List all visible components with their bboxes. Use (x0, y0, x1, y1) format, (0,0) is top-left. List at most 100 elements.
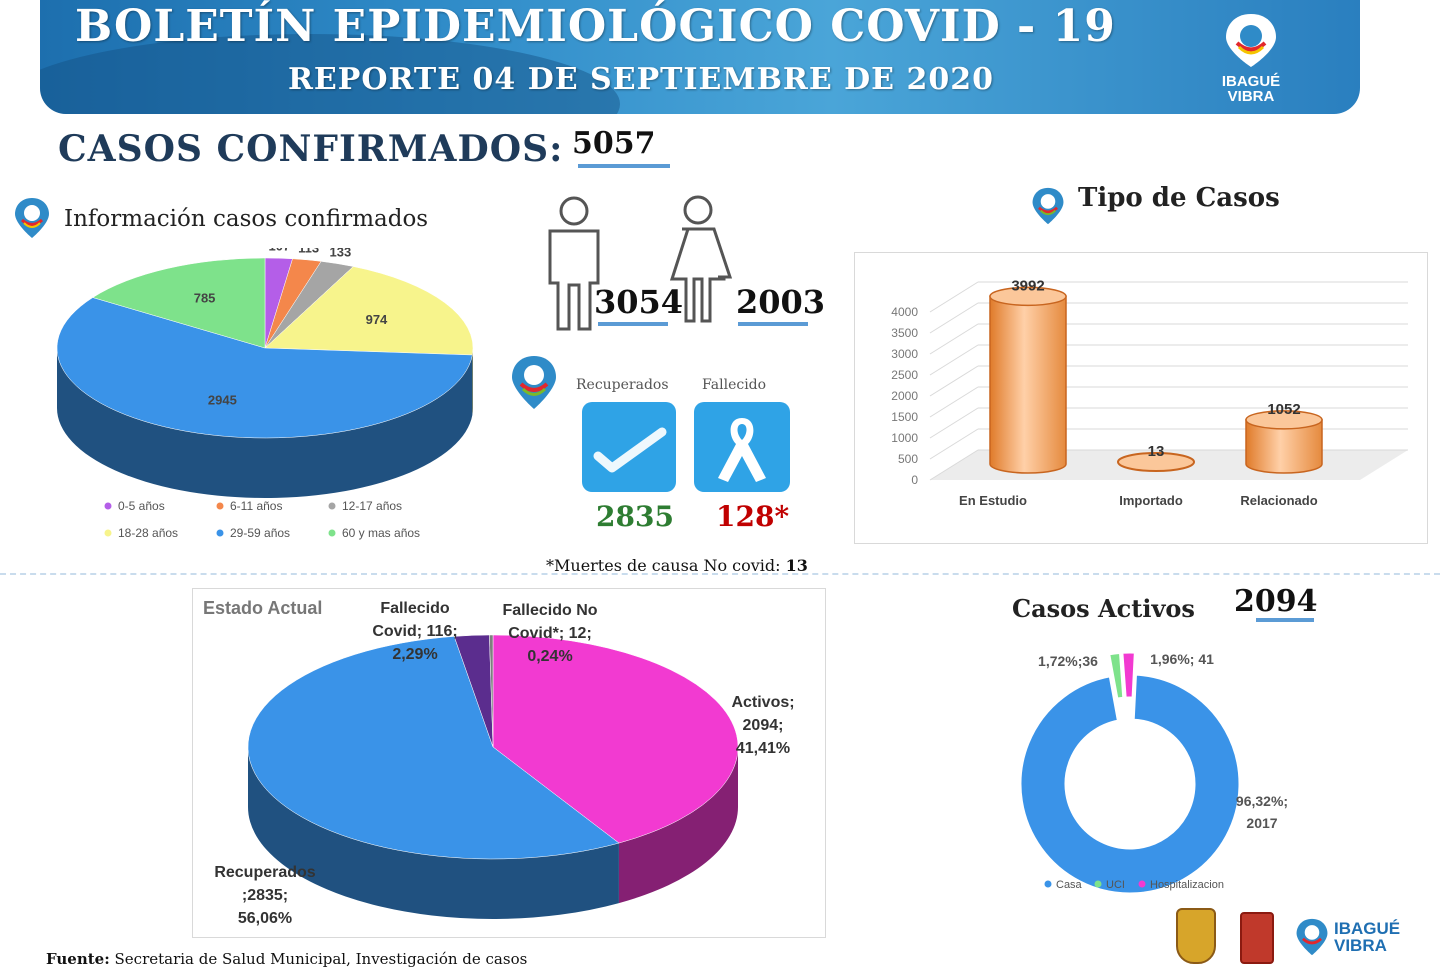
age-legend-marker (216, 502, 224, 510)
tipo-value-label: 1052 (1267, 401, 1300, 418)
pin-logo-icon (15, 198, 49, 238)
tipo-value-label: 3992 (1011, 277, 1044, 294)
tipo-y-tick: 2500 (891, 368, 918, 382)
info-title: Información casos confirmados (64, 206, 429, 232)
estado-pie-side-0 (618, 747, 738, 904)
male-icon (548, 196, 600, 331)
pin-logo-icon (1296, 918, 1328, 956)
tipo-bar (1245, 419, 1323, 474)
estado-slice-label: Covid; 116; (372, 623, 457, 640)
deceased-value: 128* (716, 500, 790, 533)
deceased-tile (694, 402, 790, 492)
age-pie-label: 2945 (208, 393, 237, 408)
estado-pie-slice-3 (489, 634, 494, 748)
estado-slice-label: 2094; (743, 717, 784, 734)
page-title: BOLETÍN EPIDEMIOLÓGICO COVID - 19 (75, 1, 1116, 52)
tipo-gridline-side (929, 323, 979, 355)
age-legend-label: 0-5 años (118, 499, 165, 513)
age-legend-marker (216, 529, 224, 537)
confirmed-label: CASOS CONFIRMADOS: (58, 128, 564, 170)
estado-slice-label: Covid*; 12; (508, 625, 592, 642)
activos-slice-2 (1120, 650, 1137, 700)
activos-label: 96,32%; (1236, 793, 1288, 809)
age-pie-side-3 (472, 348, 473, 416)
tipo-value-label: 13 (1148, 443, 1165, 460)
female-count: 2003 (736, 283, 826, 321)
brand-logo: IBAGUÉ VIBRA (1212, 10, 1290, 105)
age-legend-label: 18-28 años (118, 526, 178, 540)
female-underline (738, 322, 808, 326)
tipo-category-label: Relacionado (1240, 493, 1317, 508)
recovered-value: 2835 (596, 500, 674, 533)
age-pie-side-4 (57, 348, 473, 499)
deceased-label: Fallecido (702, 377, 767, 393)
tipo-gridline-side (929, 407, 979, 439)
tipo-gridline-side (929, 449, 979, 481)
age-legend-label: 60 y mas años (342, 526, 420, 540)
pin-logo-icon (1226, 14, 1276, 67)
source-label: Fuente: (46, 950, 110, 968)
estado-pie-slice-0 (492, 634, 739, 844)
activos-label: 1,96%; 41 (1150, 651, 1214, 667)
estado-slice-label: 0,24% (527, 648, 572, 665)
estado-slice-label: Fallecido (380, 600, 450, 617)
footer-brand-line1: IBAGUÉ (1334, 919, 1401, 938)
activos-value: 2094 (1234, 584, 1318, 619)
age-legend-label: 12-17 años (342, 499, 402, 513)
age-legend-label: 29-59 años (230, 526, 290, 540)
tipo-bar (1117, 452, 1195, 472)
tipo-bar-chart: 0 500 1000 1500 2000 2500 3000 3500 4000 3992 En E… (891, 277, 1408, 508)
estado-slice-label: 56,06% (238, 910, 292, 927)
tipo-gridline-side (929, 386, 979, 418)
age-legend-marker (328, 529, 336, 537)
footer-brand-line2: VIBRA (1334, 936, 1387, 955)
activos-legend-label: Casa (1056, 879, 1083, 891)
tipo-gridline-side (929, 302, 979, 334)
activos-donut-chart: 96,32%; 2017 1,72%;36 1,96%; 41 Casa UCI Hospi… (1018, 650, 1288, 896)
tipo-title: Tipo de Casos (1078, 183, 1280, 213)
age-legend-marker (328, 502, 336, 510)
female-icon (669, 195, 733, 323)
header-banner (40, 0, 1360, 114)
tipo-y-tick: 2000 (891, 389, 918, 403)
age-legend-label: 6-11 años (230, 499, 282, 513)
age-pie-label: 133 (330, 248, 352, 259)
non-covid-note-text: *Muertes de causa No covid: (546, 556, 786, 575)
recovered-label: Recuperados (576, 377, 669, 393)
tipo-panel (854, 252, 1428, 544)
tipo-bar (989, 295, 1067, 474)
male-count: 3054 (594, 283, 684, 321)
estado-slice-label: ;2835; (242, 887, 288, 904)
age-pie-label: 974 (366, 312, 388, 327)
tipo-y-tick: 0 (911, 473, 918, 487)
age-pie-label: 785 (194, 291, 216, 306)
age-pie-slice-4 (56, 297, 473, 439)
recovered-tile (582, 402, 676, 492)
brand-line1: IBAGUÉ (1221, 73, 1281, 90)
estado-slice-label: 2,29% (392, 646, 437, 663)
age-legend-marker (104, 529, 112, 537)
tipo-gridline-side (929, 281, 979, 313)
brand-line2: VIBRA (1227, 88, 1275, 105)
tipo-y-tick: 3500 (891, 326, 918, 340)
culture-logo (1240, 912, 1274, 964)
estado-slice-label: 41,41% (736, 740, 790, 757)
checkmark-icon (593, 427, 667, 473)
activos-legend-marker (1138, 880, 1146, 888)
age-pie-slice-5 (92, 257, 266, 349)
age-pie-chart: 107 113 133 974 2945 785 0-5 años 6-11 años 12-1… (56, 248, 474, 540)
tipo-y-tick: 1000 (891, 431, 918, 445)
activos-legend-label: Hospitalizacion (1150, 879, 1224, 891)
report-date: REPORTE 04 DE SEPTIEMBRE DE 2020 (288, 62, 994, 97)
confirmed-value: 5057 (572, 126, 656, 161)
activos-label: 2017 (1246, 815, 1277, 831)
estado-slice-label: Fallecido No (502, 602, 597, 619)
estado-title: Estado Actual (203, 598, 322, 618)
age-legend-marker (104, 502, 112, 510)
tipo-y-tick: 3000 (891, 347, 918, 361)
activos-legend-marker (1044, 880, 1052, 888)
tipo-gridline-side (929, 365, 979, 397)
estado-pie-chart: Estado Actual Activos; 2094; 41,41% Recupera… (203, 598, 795, 927)
tipo-y-tick: 1500 (891, 410, 918, 424)
activos-underline (1256, 618, 1314, 622)
